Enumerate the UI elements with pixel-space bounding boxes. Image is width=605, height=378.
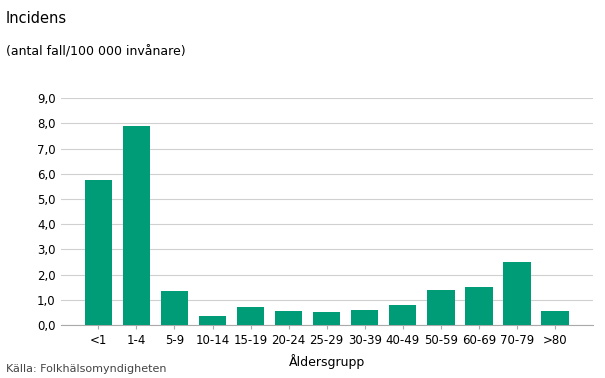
Bar	[541, 311, 569, 325]
Text: Källa: Folkhälsomyndigheten: Källa: Folkhälsomyndigheten	[6, 364, 166, 374]
Bar	[161, 291, 188, 325]
Bar	[199, 316, 226, 325]
Text: (antal fall/100 000 invånare): (antal fall/100 000 invånare)	[6, 45, 186, 58]
Bar	[123, 126, 150, 325]
Bar	[85, 180, 112, 325]
Bar	[313, 313, 341, 325]
X-axis label: Åldersgrupp: Åldersgrupp	[289, 354, 365, 369]
Text: Incidens: Incidens	[6, 11, 67, 26]
Bar	[503, 262, 531, 325]
Bar	[275, 311, 302, 325]
Bar	[389, 305, 416, 325]
Bar	[351, 310, 379, 325]
Bar	[465, 287, 492, 325]
Bar	[427, 290, 454, 325]
Bar	[237, 307, 264, 325]
